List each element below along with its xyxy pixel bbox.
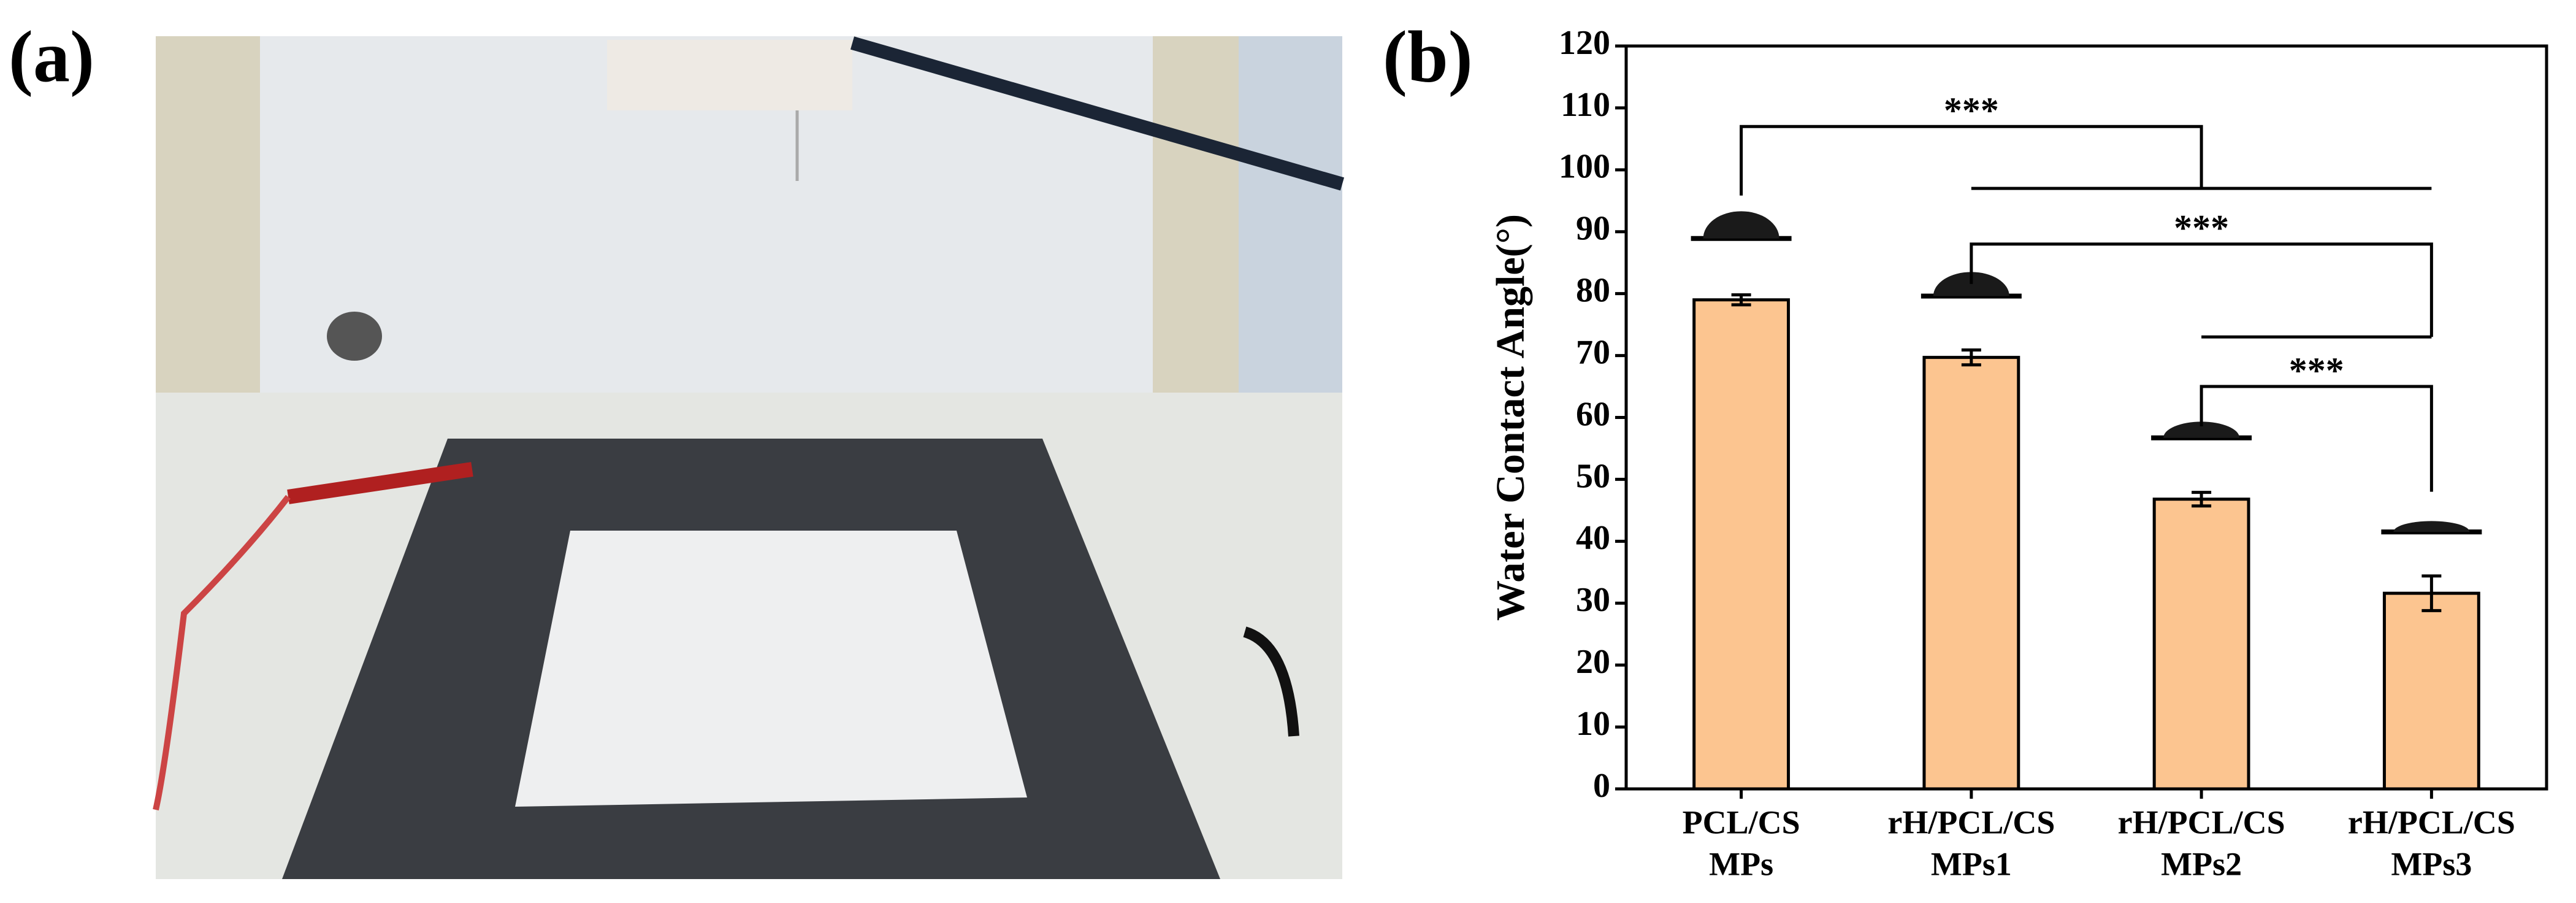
y-tick-label: 70 <box>1576 333 1610 371</box>
y-tick-label: 100 <box>1559 148 1610 186</box>
y-tick-label: 110 <box>1561 86 1610 124</box>
x-tick-label: MPs <box>1709 845 1773 882</box>
x-tick-label: MPs2 <box>2161 845 2242 882</box>
y-tick-label: 30 <box>1576 581 1610 619</box>
photo <box>153 36 1345 879</box>
y-axis-label: Water Contact Angle(°) <box>1488 214 1533 621</box>
y-tick-label: 120 <box>1559 24 1610 62</box>
y-tick-label: 80 <box>1576 272 1610 310</box>
x-tick-label: rH/PCL/CS <box>2348 804 2515 840</box>
bar <box>2382 591 2480 791</box>
droplet <box>1933 272 2009 296</box>
y-tick-label: 50 <box>1576 457 1610 495</box>
bar <box>1922 356 2020 791</box>
significance-bracket <box>2200 385 2433 492</box>
significance-label: *** <box>2174 208 2229 248</box>
x-tick-label: PCL/CS <box>1683 804 1800 840</box>
panel-label: (a) <box>9 16 94 98</box>
y-tick-label: 0 <box>1593 767 1610 805</box>
y-tick-label: 20 <box>1576 643 1610 681</box>
droplet <box>2163 421 2240 438</box>
x-tick-label: rH/PCL/CS <box>1887 804 2055 840</box>
x-tick-label: MPs3 <box>2391 845 2472 882</box>
panel-label: (b) <box>1383 16 1473 98</box>
significance-label: *** <box>1944 90 1999 131</box>
bar <box>1692 298 1791 791</box>
droplet <box>2393 521 2470 532</box>
droplet <box>1703 211 1779 239</box>
significance-label: *** <box>2289 350 2344 391</box>
y-tick-label: 90 <box>1576 210 1610 248</box>
x-tick-label: rH/PCL/CS <box>2118 804 2285 840</box>
y-tick-label: 40 <box>1576 519 1610 557</box>
significance-bracket <box>1970 242 2433 337</box>
x-tick-label: MPs1 <box>1931 845 2012 882</box>
bar <box>2152 498 2250 791</box>
significance-bracket <box>1740 125 2203 196</box>
y-tick-label: 60 <box>1576 395 1610 433</box>
y-tick-label: 10 <box>1576 705 1610 743</box>
